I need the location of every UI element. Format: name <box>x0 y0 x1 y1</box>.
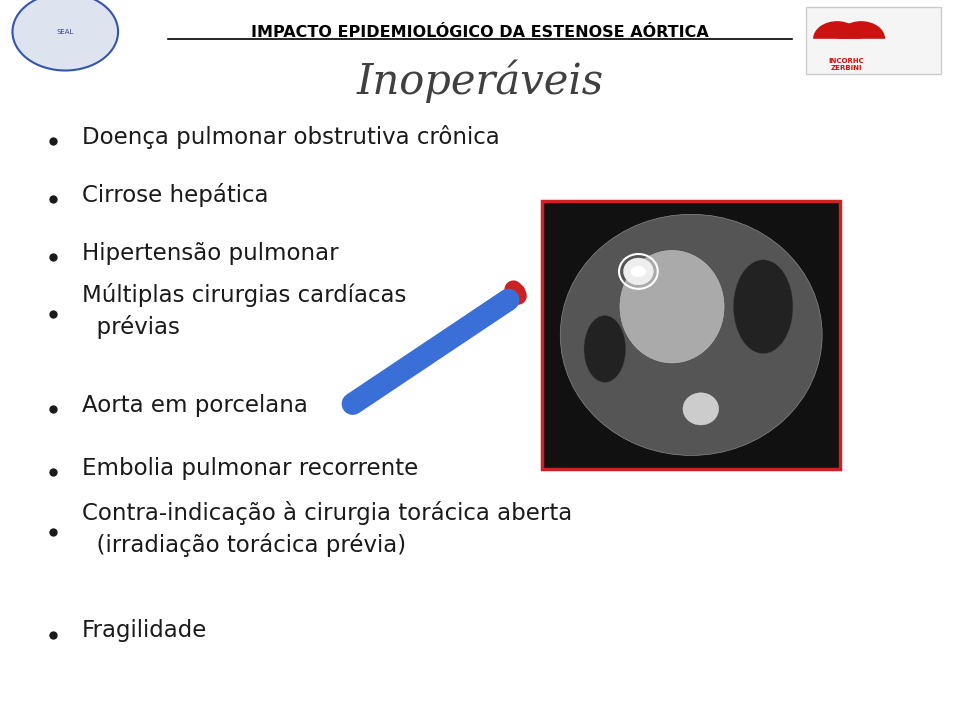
Text: Inoperáveis: Inoperáveis <box>356 60 604 104</box>
Text: Aorta em porcelana: Aorta em porcelana <box>82 394 307 417</box>
Circle shape <box>631 266 646 277</box>
Text: Múltiplas cirurgias cardíacas
  prévias: Múltiplas cirurgias cardíacas prévias <box>82 283 406 338</box>
Ellipse shape <box>561 214 822 455</box>
Text: Cirrose hepática: Cirrose hepática <box>82 183 268 207</box>
Bar <box>542 201 840 469</box>
Text: SEAL: SEAL <box>57 29 74 35</box>
Text: Fragilidade: Fragilidade <box>82 620 207 642</box>
Text: Hipertensão pulmonar: Hipertensão pulmonar <box>82 242 338 264</box>
Ellipse shape <box>584 316 626 382</box>
Ellipse shape <box>624 258 653 285</box>
Wedge shape <box>813 21 861 39</box>
Text: Embolia pulmonar recorrente: Embolia pulmonar recorrente <box>82 458 418 480</box>
Text: Doença pulmonar obstrutiva crônica: Doença pulmonar obstrutiva crônica <box>82 125 499 149</box>
Text: IMPACTO EPIDEMIOLÓGICO DA ESTENOSE AÓRTICA: IMPACTO EPIDEMIOLÓGICO DA ESTENOSE AÓRTI… <box>252 25 708 39</box>
Text: Contra-indicação à cirurgia torácica aberta
  (irradiação torácica prévia): Contra-indicação à cirurgia torácica abe… <box>82 501 572 556</box>
Circle shape <box>12 0 118 70</box>
Text: INCORHC
ZERBINI: INCORHC ZERBINI <box>828 58 865 70</box>
Ellipse shape <box>620 250 724 363</box>
Wedge shape <box>837 21 885 39</box>
Ellipse shape <box>683 393 719 425</box>
Ellipse shape <box>733 259 793 353</box>
Bar <box>806 7 941 74</box>
